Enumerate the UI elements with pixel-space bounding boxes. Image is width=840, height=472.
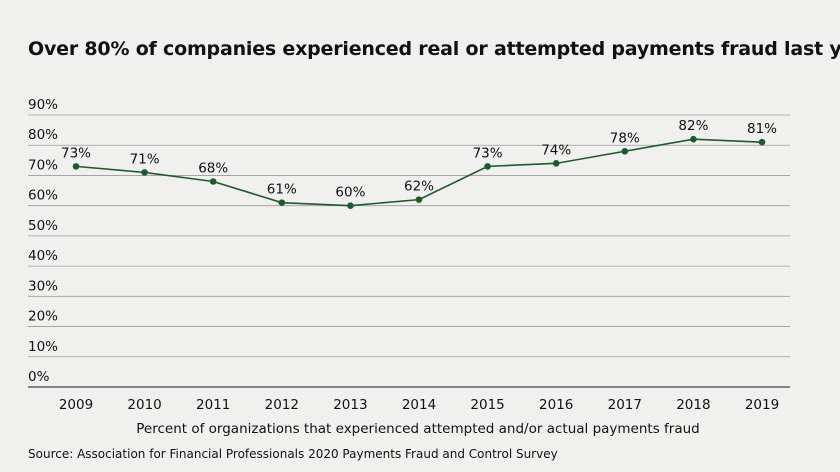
data-label: 78% [610, 130, 640, 146]
data-label: 68% [198, 160, 228, 176]
data-point [552, 160, 560, 167]
x-tick-label: 2011 [196, 397, 230, 413]
data-label: 73% [61, 145, 91, 161]
x-tick-label: 2018 [676, 397, 710, 413]
data-point [415, 196, 423, 203]
data-point [278, 199, 286, 206]
data-point [758, 138, 766, 146]
y-tick-label: 60% [28, 188, 58, 204]
data-point [484, 163, 491, 170]
y-tick-label: 80% [28, 127, 58, 143]
y-tick-label: 40% [28, 248, 58, 264]
x-tick-label: 2013 [333, 397, 367, 413]
data-label: 74% [541, 142, 571, 158]
data-points [72, 135, 766, 209]
y-tick-label: 90% [28, 97, 58, 113]
data-point [209, 178, 217, 185]
data-point [690, 135, 697, 143]
series-line [75, 138, 763, 207]
y-tick-label: 30% [28, 278, 58, 294]
y-tick-label: 50% [28, 218, 58, 234]
data-label: 81% [747, 121, 777, 137]
y-tick-label: 70% [28, 157, 58, 173]
x-tick-label: 2016 [539, 397, 573, 413]
x-tick-label: 2017 [608, 397, 642, 413]
x-tick-label: 2010 [127, 397, 161, 413]
data-label: 62% [404, 179, 434, 195]
x-tick-label: 2019 [745, 397, 779, 413]
data-label: 60% [335, 185, 365, 201]
data-point [72, 163, 80, 170]
data-labels: 73% 71% 68% 61% 60% 62% 73% 74% 78% 82% 81% [61, 118, 777, 200]
data-label: 82% [678, 118, 708, 134]
x-tick-label: 2014 [402, 397, 436, 413]
x-tick-labels: 2009 2010 2011 2012 2013 2014 2015 2016 2017 2018… [59, 397, 779, 413]
data-label: 71% [130, 151, 160, 167]
y-tick-label: 10% [28, 339, 58, 355]
y-tick-label: 0% [28, 369, 50, 385]
y-tick-labels: 0% 10% 20% 30% 40% 50% 60% 70% 80% 90% [28, 97, 58, 385]
x-tick-label: 2009 [59, 397, 93, 413]
chart-title: Over 80% of companies experienced real o… [28, 38, 840, 60]
gridlines [28, 114, 790, 388]
x-tick-label: 2012 [265, 397, 299, 413]
data-point [621, 147, 629, 155]
source-note: Source: Association for Financial Profes… [28, 447, 558, 461]
data-label: 73% [473, 145, 503, 161]
y-tick-label: 20% [28, 309, 58, 325]
data-label: 61% [267, 182, 297, 198]
x-tick-label: 2015 [470, 397, 504, 413]
x-axis-label: Percent of organizations that experience… [136, 421, 699, 437]
data-point [141, 169, 148, 176]
data-point [347, 202, 354, 209]
